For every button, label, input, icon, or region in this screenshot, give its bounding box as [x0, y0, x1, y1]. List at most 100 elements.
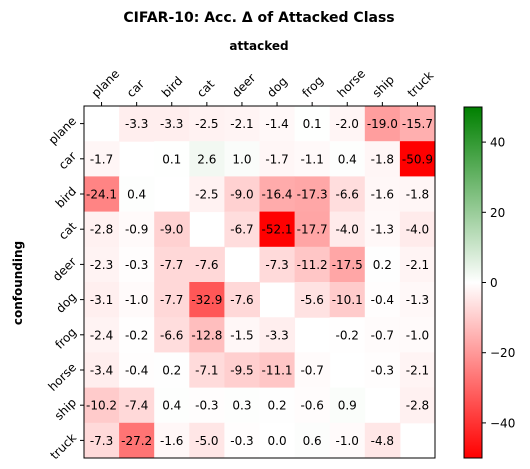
cell-value-label: -0.2 — [336, 328, 359, 342]
heatmap-cell — [154, 282, 190, 318]
heatmap-cell — [294, 211, 331, 248]
cell-value-label: -2.8 — [90, 223, 113, 237]
colorbar-tick-label: 20 — [490, 206, 505, 220]
cell-value-label: -3.4 — [90, 364, 113, 378]
heatmap-cells — [84, 106, 436, 459]
cell-value-label: 0.0 — [268, 434, 287, 448]
cell-value-label: -1.6 — [371, 188, 394, 202]
cell-value-label: -1.0 — [336, 434, 359, 448]
heatmap-cell — [259, 246, 296, 283]
cell-value-label: -17.7 — [297, 223, 328, 237]
heatmap-cell — [294, 246, 331, 283]
heatmap-cell — [154, 317, 190, 353]
heatmap-cell — [399, 352, 436, 389]
heatmap-cell — [364, 211, 401, 248]
heatmap-cell — [189, 352, 225, 389]
heatmap-cell — [294, 352, 331, 389]
cell-value-label: -11.1 — [262, 364, 293, 378]
cell-value-label: -2.0 — [336, 117, 359, 131]
cell-value-label: -6.6 — [336, 188, 359, 202]
x-tick-label: frog — [299, 73, 326, 100]
heatmap-cell — [364, 141, 401, 177]
heatmap-cell — [399, 317, 436, 353]
cell-value-label: -10.1 — [332, 293, 363, 307]
cell-value-label: -1.0 — [125, 293, 148, 307]
x-tick-label: plane — [89, 67, 122, 100]
heatmap-cell — [364, 422, 401, 459]
cell-value-label: 0.1 — [162, 152, 181, 166]
cell-value-label: -5.0 — [195, 434, 218, 448]
cell-value-label: -19.0 — [367, 117, 398, 131]
cell-value-label: -4.0 — [336, 223, 359, 237]
heatmap-cell — [119, 422, 155, 459]
cell-value-label: -15.7 — [402, 117, 433, 131]
heatmap-cell — [154, 422, 190, 459]
cell-value-label: -1.8 — [371, 152, 394, 166]
heatmap-cell — [259, 176, 296, 213]
heatmap-cell — [119, 211, 155, 248]
heatmap-cell — [329, 141, 366, 177]
heatmap-cell — [399, 387, 436, 424]
cell-value-label: -16.4 — [262, 188, 293, 202]
heatmap-cell — [399, 211, 436, 248]
heatmap-cell — [399, 282, 436, 318]
cell-value-label: -3.3 — [265, 328, 288, 342]
cell-value-label: -17.3 — [297, 188, 328, 202]
colorbar-tick-label: −20 — [490, 346, 515, 360]
heatmap-cell — [294, 141, 331, 177]
cell-value-label: -32.9 — [191, 293, 222, 307]
heatmap-cell — [399, 246, 436, 283]
cell-value-label: -2.5 — [195, 117, 218, 131]
colorbar-ticks: 40 20 0 −20 −40 — [482, 136, 515, 430]
cell-value-label: 0.6 — [303, 434, 322, 448]
heatmap-cell — [399, 106, 436, 142]
heatmap-cell — [224, 317, 260, 353]
heatmap-cell — [259, 211, 296, 248]
heatmap-cell — [224, 422, 260, 459]
heatmap-cell — [84, 352, 120, 389]
cell-value-label: 0.2 — [268, 399, 287, 413]
heatmap-cell — [154, 141, 190, 177]
heatmap-cell — [84, 141, 120, 177]
heatmap-cell — [329, 176, 366, 213]
heatmap-cell — [84, 387, 120, 424]
colorbar-tick-label: 0 — [490, 276, 498, 290]
heatmap-cell — [329, 387, 366, 424]
cell-value-label: -12.8 — [191, 328, 222, 342]
cell-value-label: -7.7 — [160, 293, 183, 307]
cell-value-label: -52.1 — [262, 223, 293, 237]
heatmap-cell — [189, 246, 225, 283]
x-tick-label: dog — [264, 74, 290, 100]
heatmap-cell — [294, 422, 331, 459]
cell-value-label: 0.4 — [127, 188, 146, 202]
heatmap-cell — [84, 317, 120, 353]
heatmap-cell — [224, 387, 260, 424]
cell-value-label: -1.8 — [406, 188, 429, 202]
cell-value-label: -3.3 — [160, 117, 183, 131]
colorbar: 40 20 0 −20 −40 — [463, 106, 515, 459]
y-tick-label: frog — [52, 325, 79, 352]
cell-value-label: -2.1 — [406, 258, 429, 272]
heatmap-cell — [259, 106, 296, 142]
heatmap-cell — [224, 106, 260, 142]
cell-value-label: -1.0 — [406, 328, 429, 342]
heatmap-cell — [294, 176, 331, 213]
cell-value-label: -0.7 — [371, 328, 394, 342]
cell-value-label: -1.6 — [160, 434, 183, 448]
heatmap-cell — [84, 246, 120, 283]
cell-value-label: -4.8 — [371, 434, 394, 448]
heatmap-cell — [84, 282, 120, 318]
cell-value-label: -7.3 — [90, 434, 113, 448]
heatmap-cell — [119, 246, 155, 283]
cell-value-label: -5.6 — [300, 293, 323, 307]
y-axis-label: confounding — [11, 241, 25, 325]
cell-value-label: -0.3 — [195, 399, 218, 413]
cell-value-label: -7.1 — [195, 364, 218, 378]
cell-value-label: 2.6 — [197, 152, 216, 166]
heatmap-cell — [189, 387, 225, 424]
x-tick-label: horse — [334, 67, 368, 101]
cell-value-label: -3.1 — [90, 293, 113, 307]
cell-value-label: -24.1 — [86, 188, 117, 202]
heatmap-cell — [364, 246, 401, 283]
heatmap-cell — [119, 352, 155, 389]
